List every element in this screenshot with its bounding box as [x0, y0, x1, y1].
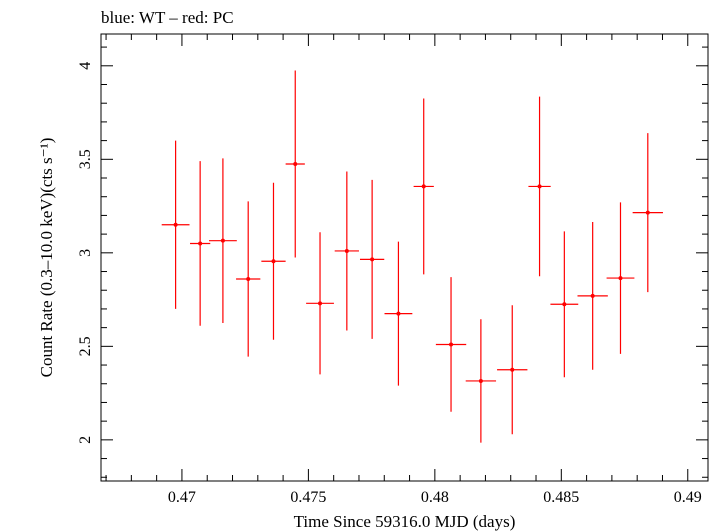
point-marker: [449, 342, 454, 347]
point-marker: [421, 184, 426, 189]
data-point: [550, 231, 579, 378]
point-marker: [198, 241, 203, 246]
data-point: [528, 96, 551, 277]
data-point: [236, 201, 261, 357]
point-marker: [246, 277, 251, 282]
data-point: [359, 179, 385, 339]
x-tick-label: 0.48: [421, 489, 449, 506]
y-tick-label: 4: [77, 62, 94, 70]
point-marker: [173, 222, 178, 227]
data-point: [285, 70, 305, 258]
point-marker: [590, 293, 595, 298]
x-axis-label: Time Since 59316.0 MJD (days): [294, 512, 516, 531]
data-point: [577, 221, 608, 370]
data-point: [190, 161, 211, 326]
data-point: [435, 277, 467, 412]
data-point: [306, 232, 334, 375]
y-axis-label: Count Rate (0.3–10.0 keV)(cts s⁻¹): [37, 138, 56, 378]
data-point: [465, 319, 497, 443]
x-tick-label: 0.49: [674, 489, 702, 506]
data-point: [497, 305, 528, 435]
point-marker: [220, 238, 225, 243]
point-marker: [344, 248, 349, 253]
y-tick-label: 3: [77, 249, 94, 257]
x-tick-label: 0.475: [290, 489, 326, 506]
point-marker: [318, 301, 323, 306]
point-marker: [537, 184, 542, 189]
y-tick-label: 2.5: [77, 336, 94, 356]
y-tick-label: 3.5: [77, 149, 94, 169]
point-marker: [293, 161, 298, 166]
data-point: [632, 133, 663, 293]
data-layer: [161, 70, 663, 443]
x-tick-label: 0.485: [543, 489, 579, 506]
point-marker: [618, 276, 623, 281]
point-marker: [478, 378, 483, 383]
chart-title: blue: WT – red: PC: [101, 8, 234, 27]
data-point: [261, 182, 286, 340]
data-point: [384, 241, 413, 386]
point-marker: [370, 257, 375, 262]
plot-frame: [100, 33, 709, 482]
y-tick-label: 2: [77, 436, 94, 444]
data-point: [334, 171, 359, 331]
data-point: [161, 140, 190, 309]
point-marker: [396, 311, 401, 316]
point-marker: [645, 210, 650, 215]
data-point: [413, 98, 434, 275]
point-marker: [510, 367, 515, 372]
point-marker: [271, 259, 276, 264]
tick-layer: 0.47 0.475 0.48 0.485 0.49 2 2.5 3 3.5 4: [77, 34, 708, 506]
data-point: [208, 158, 237, 323]
data-point: [606, 202, 635, 354]
x-tick-label: 0.47: [168, 489, 196, 506]
point-marker: [562, 302, 567, 307]
